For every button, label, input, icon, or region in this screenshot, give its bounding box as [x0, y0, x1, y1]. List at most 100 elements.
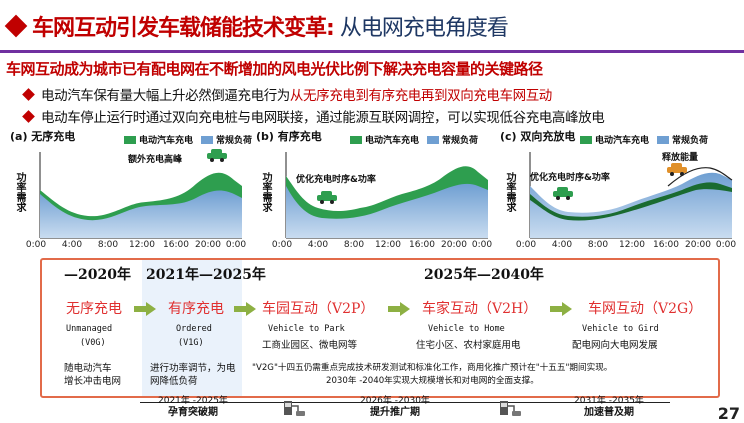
tick-label: 8:00: [97, 240, 119, 250]
legend-base: 常规负荷: [672, 136, 709, 146]
bullet-diamond-icon: [22, 109, 35, 123]
chart-unmanaged: (a) 无序充电 电动汽车充电 常规负荷 功率需求 额外充电高峰 0:00 4:…: [6, 128, 252, 250]
bullet-1-highlight: 从无序充电到有序充电再到双向充电车网互动: [289, 88, 552, 104]
tick-label: 20:00: [685, 240, 711, 250]
tick-label: 0:00: [515, 240, 537, 250]
ev-charge-band: [530, 182, 732, 221]
chart-c-tag: (c) 双向充放电: [500, 130, 576, 143]
chart-unmanaged-plot: [39, 152, 242, 239]
tick-label: 16:00: [163, 240, 189, 250]
phase-2: 2026年 -2030年 提升推广期: [360, 396, 430, 418]
stage-unmanaged: 无序充电: [66, 301, 122, 317]
stage-v2p: 车园互动（V2P）: [262, 301, 375, 317]
stage-v2h-en: Vehicle to Home: [428, 324, 505, 334]
chart-c-ylabel: 功率需求: [504, 172, 515, 212]
v2g-desc: "V2G"十四五仍需重点完成技术研发测试和标准化工作，商用化推广预计在"十五五"…: [252, 362, 612, 388]
phase-years: 2026年 -2030年: [360, 396, 430, 406]
chart-ordered: (b) 有序充电 电动汽车充电 常规负荷 功率需求 优化充电时序&功率 0:00…: [252, 128, 492, 250]
chart-bidirectional-plot: [529, 152, 733, 239]
stage-ordered: 有序充电: [168, 301, 224, 317]
car-icon: [207, 149, 227, 162]
tick-label: 8:00: [343, 240, 365, 250]
stage-v2p-en: Vehicle to Park: [268, 324, 345, 334]
tick-label: 0:00: [225, 240, 247, 250]
tick-label: 0:00: [25, 240, 47, 250]
desc-line: 2030年 -2040年实现大规模增长和对电网的全面支撑。: [326, 376, 539, 386]
chart-b-tag: (b) 有序充电: [256, 130, 322, 143]
chart-bidirectional: (c) 双向充放电 电动汽车充电 常规负荷 功率需求 优化充电时序&功率 释放能…: [496, 128, 736, 250]
arrow-right-icon: [234, 302, 256, 316]
tick-label: 20:00: [195, 240, 221, 250]
stage-unmanaged-desc: 随电动汽车 增长冲击电网: [64, 362, 121, 388]
base-load-area: [286, 183, 488, 238]
legend-ev: 电动汽车充电: [365, 136, 420, 146]
chart-a-tag: (a) 无序充电: [10, 130, 76, 143]
desc-line: 增长冲击电网: [64, 376, 122, 387]
arrow-right-icon: [388, 302, 410, 316]
desc-line: 网降低负荷: [150, 376, 198, 387]
title-row: 车网互动引发车载储能技术变革: 从电网充电角度看: [2, 6, 509, 46]
phase-name: 提升推广期: [369, 407, 420, 418]
chart-c-legend: 电动汽车充电 常规负荷: [580, 133, 716, 146]
page-title: 车网互动引发车载储能技术变革:: [32, 16, 335, 41]
stage-ordered-code: (V1G): [178, 338, 204, 348]
car-icon: [553, 187, 573, 200]
stage-v2g: 车网互动（V2G）: [588, 301, 703, 317]
stage-ordered-desc: 进行功率调节，为电 网降低负荷: [150, 362, 236, 388]
chart-a-annotation: 额外充电高峰: [128, 155, 183, 165]
desc-line: "V2G"十四五仍需重点完成技术研发测试和标准化工作，商用化推广预计在"十五五"…: [252, 363, 613, 373]
phase-years: 2021年 -2025年: [158, 396, 228, 406]
phase-years: 2031年 -2035年: [574, 396, 644, 406]
car-icon: [667, 163, 687, 176]
lead-statement: 车网互动成为城市已有配电网在不断增加的风电光伏比例下解决充电容量的关键路径: [6, 60, 543, 78]
arrow-right-icon: [134, 302, 156, 316]
title-diamond-icon: [4, 14, 28, 38]
era-2025-2040: 2025年—2040年: [424, 267, 544, 283]
charging-station-icon: [284, 401, 305, 416]
phase-3: 2031年 -2035年 加速普及期: [574, 396, 644, 418]
chart-ordered-plot: [285, 152, 488, 239]
tick-label: 8:00: [587, 240, 609, 250]
stage-unmanaged-en: Unmanaged: [66, 324, 113, 334]
tick-label: 16:00: [653, 240, 679, 250]
tick-label: 20:00: [441, 240, 467, 250]
phase-1: 2021年 -2025年 孕育突破期: [158, 396, 228, 418]
tick-label: 12:00: [375, 240, 401, 250]
stage-v2g-en: Vehicle to Gird: [582, 324, 659, 334]
tick-label: 4:00: [61, 240, 83, 250]
stage-v2p-sub: 工商业园区、微电网等: [262, 340, 358, 351]
desc-line: 随电动汽车: [64, 363, 112, 374]
legend-base: 常规负荷: [216, 136, 253, 146]
stage-v2h-sub: 住宅小区、农村家庭用电: [416, 340, 521, 351]
chart-c-annotation: 优化充电时序&功率: [530, 173, 610, 183]
page-subtitle: 从电网充电角度看: [339, 16, 509, 41]
roadmap-frame: —2020年 2021年—2025年 2025年—2040年 无序充电 有序充电…: [40, 258, 720, 398]
chart-a-legend: 电动汽车充电 常规负荷: [124, 133, 260, 146]
tick-label: 4:00: [551, 240, 573, 250]
phase-name: 加速普及期: [583, 407, 634, 418]
page-number: 27: [717, 404, 740, 423]
arrow-right-icon: [550, 302, 572, 316]
legend-ev: 电动汽车充电: [595, 136, 650, 146]
stage-v2h: 车家互动（V2H）: [422, 301, 538, 317]
stage-unmanaged-code: (V0G): [80, 338, 106, 348]
discharge-curve: [667, 167, 733, 187]
bullet-diamond-icon: [22, 87, 35, 101]
legend-ev: 电动汽车充电: [139, 136, 194, 146]
legend-base: 常规负荷: [442, 136, 479, 146]
tick-label: 16:00: [409, 240, 435, 250]
bullet-1-text: 电动汽车保有量大幅上升必然倒逼充电行为: [41, 88, 290, 104]
chart-b-legend: 电动汽车充电 常规负荷: [350, 133, 486, 146]
stage-ordered-en: Ordered: [176, 324, 212, 334]
charging-station-icon: [500, 401, 521, 416]
phase-name: 孕育突破期: [167, 407, 218, 418]
chart-b-annotation: 优化充电时序&功率: [296, 175, 376, 185]
phase-axis: [140, 402, 670, 403]
tick-label: 12:00: [129, 240, 155, 250]
chart-c-annotation-release: 释放能量: [662, 153, 699, 163]
desc-line: 进行功率调节，为电: [150, 363, 236, 374]
stage-v2g-sub: 配电网向大电网发展: [572, 340, 658, 351]
tick-label: 4:00: [307, 240, 329, 250]
car-icon: [317, 191, 337, 204]
chart-a-ylabel: 功率需求: [14, 172, 25, 212]
